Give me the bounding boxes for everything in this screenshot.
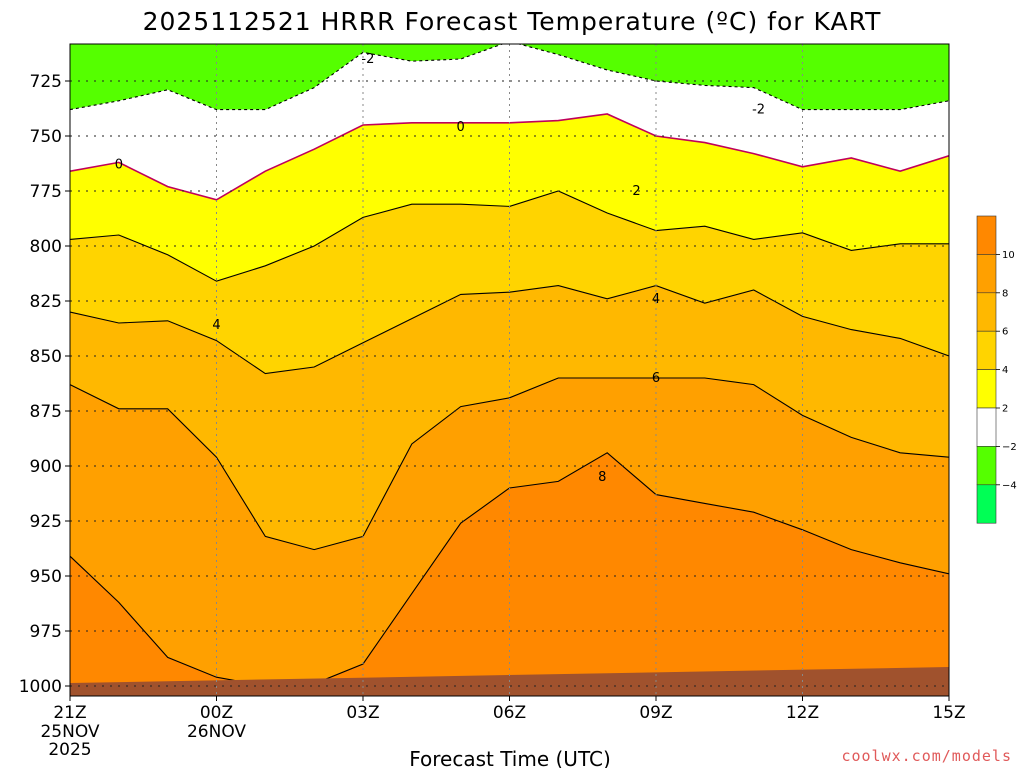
x-tick-label: 15Z: [932, 703, 965, 723]
y-tick-label: 875: [30, 402, 62, 422]
contour-label: 4: [652, 292, 660, 307]
x-axis-label: Forecast Time (UTC): [409, 747, 611, 768]
colorbar-swatch: [976, 446, 997, 486]
contour-label: 4: [212, 318, 220, 333]
contour-label: 0: [457, 120, 465, 135]
colorbar-swatch: [976, 292, 997, 332]
x-tick-label: 03Z: [346, 703, 379, 723]
temp-band-1: [70, 44, 949, 200]
y-tick-label: 950: [30, 567, 62, 587]
contour-label: 0: [115, 158, 123, 173]
plot-area: [70, 44, 949, 696]
x-date-label: 2025: [48, 740, 91, 760]
y-tick-label: 850: [30, 347, 62, 367]
colorbar-label: −2: [1002, 442, 1017, 453]
y-tick-label: 825: [30, 292, 62, 312]
chart-title: 2025112521 HRRR Forecast Temperature (ºC…: [143, 7, 882, 36]
x-date-label: 26NOV: [187, 722, 246, 742]
y-axis: 725 750 775 800 825 850 875 900 925 950 975 1000: [19, 72, 70, 697]
y-tick-label: 750: [30, 127, 62, 147]
temp-band-2: [70, 114, 949, 282]
x-tick-label: 12Z: [786, 703, 819, 723]
temperature-bands: [70, 44, 949, 696]
colorbar-swatch: [976, 330, 997, 370]
colorbar-swatch: [976, 215, 997, 255]
y-tick-label: 725: [30, 72, 62, 92]
isotherm-minus2: [70, 44, 949, 111]
temp-band-0: [70, 44, 949, 110]
colorbar-label: 4: [1002, 365, 1008, 376]
temp-band-4: [70, 285, 949, 550]
y-tick-label: 975: [30, 622, 62, 642]
colorbar-swatch: [976, 369, 997, 409]
contour-label: 6: [652, 371, 660, 386]
colorbar-label: 2: [1002, 404, 1008, 415]
contour-label: -2: [361, 52, 374, 67]
temp-band-6: [70, 452, 949, 696]
grid-lines: [70, 44, 949, 696]
credit-text: coolwx.com/models: [841, 747, 1012, 765]
colorbar: 10 8 6 4 2 −2 −4: [976, 215, 1017, 524]
colorbar-label: −4: [1002, 480, 1017, 491]
y-tick-label: 900: [30, 457, 62, 477]
isotherm-6: [70, 377, 949, 551]
colorbar-swatch: [976, 407, 997, 447]
colorbar-swatch: [976, 254, 997, 294]
x-tick-label: 09Z: [639, 703, 672, 723]
temp-band-5: [70, 378, 949, 686]
contour-label: -2: [752, 103, 765, 118]
contour-label: 8: [598, 470, 606, 485]
x-tick-label: 06Z: [493, 703, 526, 723]
y-tick-label: 1000: [19, 677, 62, 697]
y-tick-label: 800: [30, 237, 62, 257]
y-tick-label: 775: [30, 182, 62, 202]
x-date-label: 25NOV: [40, 722, 99, 742]
y-tick-label: 925: [30, 512, 62, 532]
contour-labels: -2 -2 0 0 2 4 4 6 8: [115, 52, 765, 485]
contour-label: 2: [632, 184, 640, 199]
colorbar-label: 6: [1002, 327, 1008, 338]
colorbar-label: 10: [1002, 250, 1015, 261]
colorbar-swatch: [976, 484, 997, 524]
x-tick-label: 00Z: [200, 703, 233, 723]
temp-band-3: [70, 191, 949, 374]
colorbar-label: 8: [1002, 288, 1008, 299]
x-tick-label: 21Z: [53, 703, 86, 723]
isotherm-4: [70, 285, 949, 375]
